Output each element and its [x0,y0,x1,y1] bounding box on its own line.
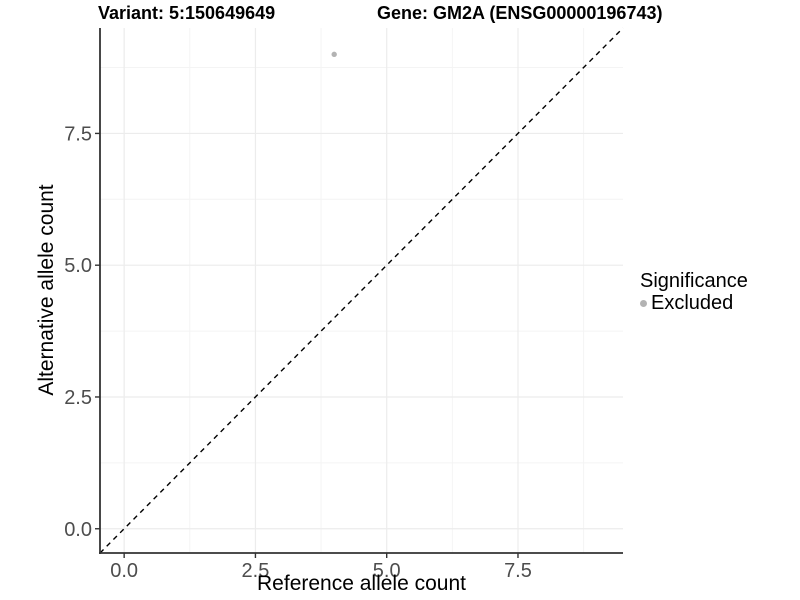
x-axis-title: Reference allele count [257,572,466,595]
legend-point-swatch [640,299,647,307]
y-tick-label: 7.5 [64,123,92,145]
y-tick-label: 2.5 [64,387,92,409]
x-tick-label: 5.0 [373,560,401,582]
x-tick-label: 2.5 [242,560,270,582]
identity-dashed-line [99,27,624,554]
y-tick-label: 5.0 [64,255,92,277]
legend-item-label: Excluded [651,292,734,314]
plot-title-variant: Variant: 5:150649649 [98,3,276,23]
plot-title-gene: Gene: GM2A (ENSG00000196743) [377,3,663,23]
legend-title: Significance [640,270,748,292]
x-tick-label: 0.0 [110,560,138,582]
legend: Significance Excluded [640,270,748,314]
x-tick-label: 7.5 [504,560,532,582]
data-point [331,51,337,58]
y-axis-title: Alternative allele count [35,184,58,396]
legend-item-excluded: Excluded [640,292,748,314]
y-tick-label: 0.0 [64,519,92,541]
